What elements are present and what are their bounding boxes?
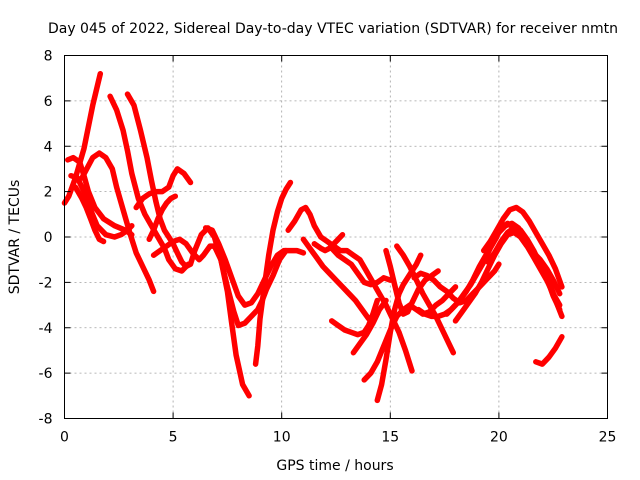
series-line-s4: [72, 184, 107, 245]
x-tick-label: 15: [381, 430, 399, 446]
series-line-s18: [350, 297, 389, 356]
series-line-s17: [328, 297, 381, 338]
series-line-s22: [394, 243, 457, 356]
y-tick-label: -6: [39, 366, 53, 382]
x-tick-label: 20: [490, 430, 508, 446]
series-line-s12: [252, 179, 294, 367]
series-line-s6: [107, 93, 192, 274]
y-tick-label: -8: [39, 412, 53, 428]
series-line-s14: [300, 236, 372, 322]
axis-ticks: 0 5 10 15 20 25 -8 -6 -4 -2 0 2 4 6 8: [39, 49, 617, 446]
y-tick-label: 2: [44, 185, 53, 201]
series-line-s28: [485, 225, 563, 313]
series-line-s29: [491, 220, 563, 297]
series-line-s30: [533, 334, 565, 367]
chart-title: Day 045 of 2022, Sidereal Day-to-day VTE…: [48, 21, 618, 37]
y-tick-label: -2: [39, 275, 53, 291]
x-tick-label: 10: [273, 430, 291, 446]
y-tick-label: 0: [44, 230, 53, 246]
series-line-s9: [146, 193, 179, 243]
x-axis-label: GPS time / hours: [276, 458, 393, 474]
series-line-s3: [68, 172, 135, 240]
series-line-s2: [65, 154, 135, 238]
series-line-s16: [328, 245, 394, 288]
y-tick-label: 8: [44, 49, 53, 65]
series-group: [61, 70, 565, 404]
series-line-s5: [79, 150, 157, 295]
x-tick-label: 5: [169, 430, 178, 446]
series-line-s8: [133, 166, 194, 211]
series-line-s13: [285, 204, 415, 374]
y-tick-label: -4: [39, 321, 53, 337]
series-line-s11: [202, 225, 307, 308]
y-tick-label: 4: [44, 139, 53, 155]
y-tick-label: 6: [44, 94, 53, 110]
y-axis-label: SDTVAR / TECUs: [7, 180, 23, 295]
x-tick-label: 0: [60, 430, 69, 446]
x-tick-label: 25: [599, 430, 617, 446]
